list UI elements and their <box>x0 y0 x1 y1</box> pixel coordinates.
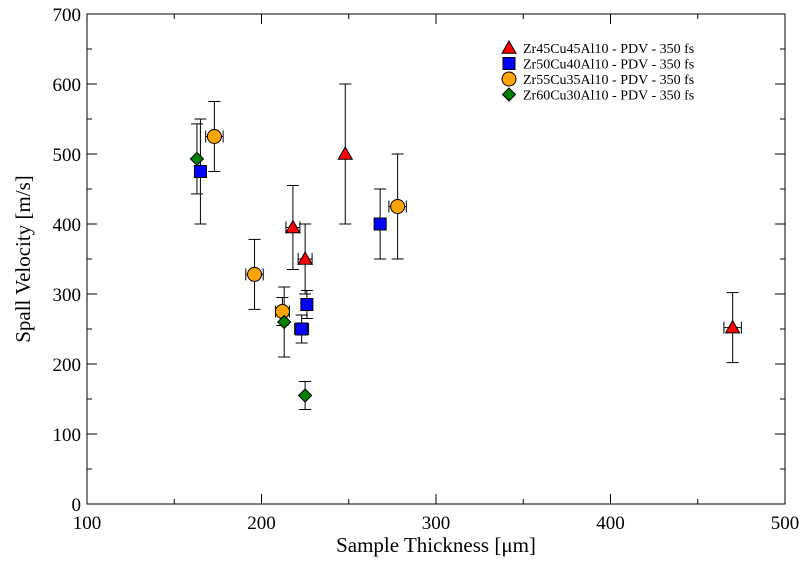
data-point-s1-p2 <box>300 298 314 311</box>
data-point-s0-p1 <box>297 250 313 265</box>
legend-marker-3 <box>501 87 517 102</box>
x-tick-label: 300 <box>422 513 451 534</box>
y-tick-label: 500 <box>53 145 82 166</box>
legend-label-0: Zr45Cu45Al10 - PDV - 350 fs <box>523 42 694 57</box>
legend: Zr45Cu45Al10 - PDV - 350 fsZr50Cu40Al10 … <box>501 39 694 104</box>
data-point-s2-p1 <box>247 266 263 282</box>
legend-marker-2 <box>501 71 517 87</box>
data-point-s2-p0 <box>206 129 222 144</box>
y-tick-label: 200 <box>53 355 82 376</box>
data-point-s0-p2 <box>337 145 354 160</box>
legend-marker-1 <box>502 57 516 70</box>
data-markers <box>189 129 741 403</box>
y-tick-label: 700 <box>53 5 82 26</box>
x-axis-label: Sample Thickness [μm] <box>336 533 536 557</box>
x-tick-label: 400 <box>596 513 625 534</box>
data-point-s0-p0 <box>285 219 301 234</box>
data-point-s0-p3 <box>724 319 741 334</box>
y-tick-label: 600 <box>53 75 82 96</box>
data-point-s2-p2 <box>274 304 290 319</box>
y-tick-label: 100 <box>53 425 82 446</box>
x-tick-label: 100 <box>73 513 102 534</box>
y-tick-label: 400 <box>53 215 82 236</box>
error-bars <box>190 83 742 410</box>
legend-label-1: Zr50Cu40Al10 - PDV - 350 fs <box>523 58 694 73</box>
legend-label-3: Zr60Cu30Al10 - PDV - 350 fs <box>523 89 694 104</box>
data-point-s3-p1 <box>276 314 292 330</box>
x-tick-label: 500 <box>771 513 800 534</box>
data-point-s1-p0 <box>193 165 207 178</box>
data-point-s2-p3 <box>390 199 406 214</box>
data-point-s1-p1 <box>295 322 309 336</box>
y-tick-label: 300 <box>53 285 82 306</box>
y-axis-label: Spall Velocity [m/s] <box>11 175 35 343</box>
data-point-s1-p3 <box>373 217 387 231</box>
y-tick-label: 0 <box>72 495 82 516</box>
x-tick-label: 200 <box>247 513 276 534</box>
data-point-s3-p2 <box>297 388 313 403</box>
legend-label-2: Zr55Cu35Al10 - PDV - 350 fs <box>523 73 694 88</box>
data-point-s3-p0 <box>189 151 205 167</box>
legend-marker-0 <box>501 39 517 54</box>
